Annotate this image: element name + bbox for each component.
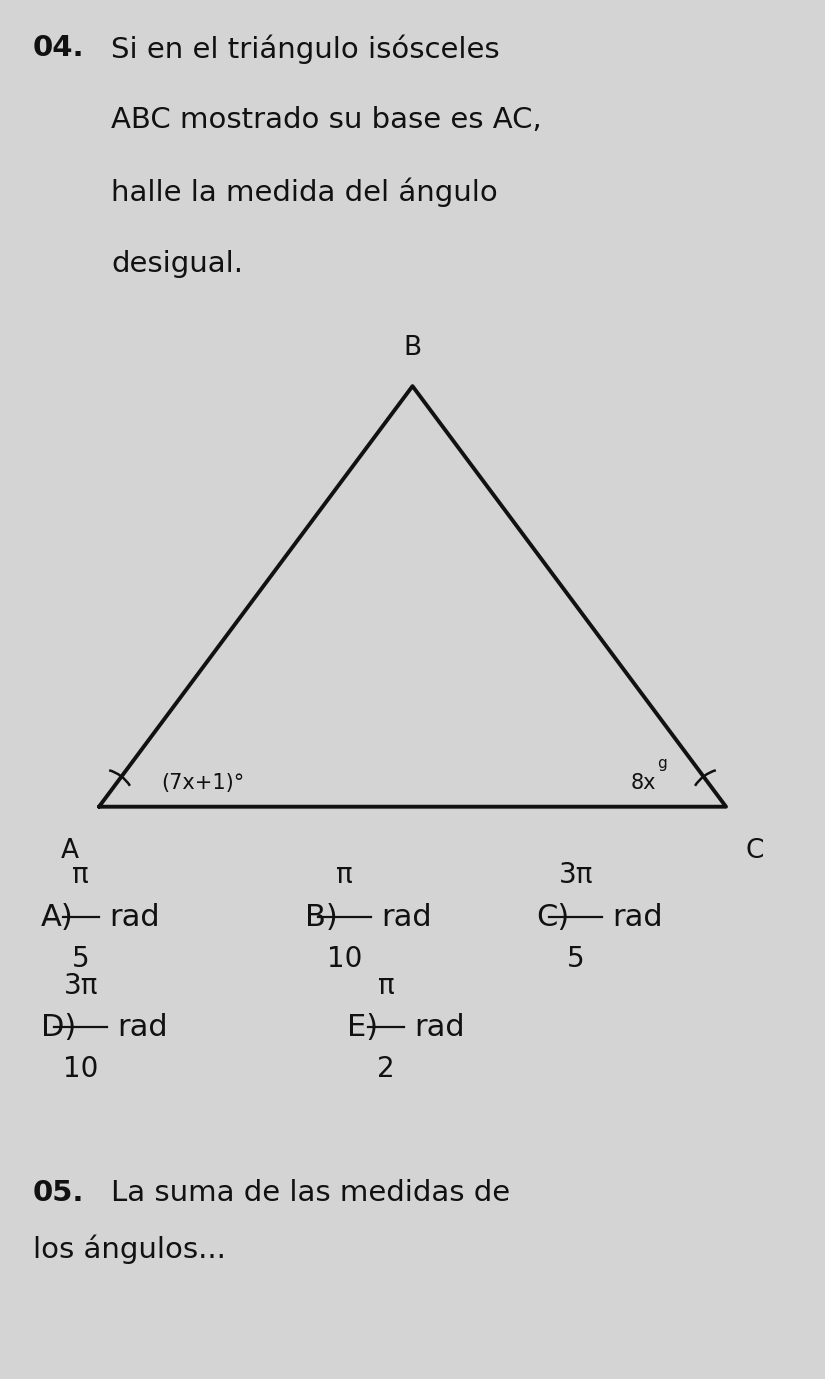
Text: rad: rad: [381, 902, 431, 932]
Text: rad: rad: [117, 1012, 167, 1043]
Text: A): A): [41, 902, 74, 932]
Text: rad: rad: [109, 902, 159, 932]
Text: C: C: [746, 838, 764, 865]
Text: D): D): [41, 1012, 77, 1043]
Text: La suma de las medidas de: La suma de las medidas de: [111, 1179, 511, 1207]
Text: 8x: 8x: [630, 774, 656, 793]
Text: π: π: [337, 862, 353, 889]
Text: desigual.: desigual.: [111, 250, 243, 277]
Text: rad: rad: [612, 902, 662, 932]
Text: 5: 5: [567, 945, 585, 972]
Text: 05.: 05.: [33, 1179, 84, 1207]
Text: los ángulos...: los ángulos...: [33, 1234, 226, 1263]
Text: g: g: [658, 757, 667, 771]
Text: (7x+1)°: (7x+1)°: [161, 774, 244, 793]
Text: 2: 2: [377, 1055, 395, 1083]
Text: 10: 10: [328, 945, 362, 972]
Text: C): C): [536, 902, 569, 932]
Text: 04.: 04.: [33, 34, 85, 62]
Text: halle la medida del ángulo: halle la medida del ángulo: [111, 178, 498, 207]
Text: π: π: [73, 862, 89, 889]
Text: B: B: [403, 335, 422, 361]
Text: Si en el triángulo isósceles: Si en el triángulo isósceles: [111, 34, 500, 63]
Text: 5: 5: [72, 945, 90, 972]
Text: rad: rad: [414, 1012, 464, 1043]
Text: π: π: [378, 972, 394, 1000]
Text: 3π: 3π: [64, 972, 98, 1000]
Text: B): B): [305, 902, 338, 932]
Text: ABC mostrado su base es AC,: ABC mostrado su base es AC,: [111, 106, 542, 134]
Text: 10: 10: [64, 1055, 98, 1083]
Text: 3π: 3π: [559, 862, 593, 889]
Text: E): E): [346, 1012, 378, 1043]
Text: A: A: [61, 838, 79, 865]
